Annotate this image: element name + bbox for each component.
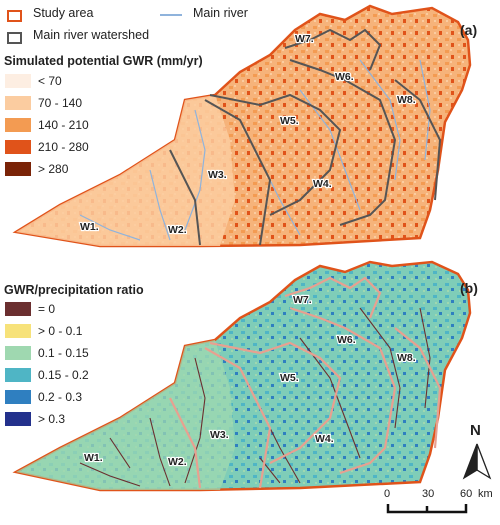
ratio-label-5: 0.2 - 0.3 [38, 390, 83, 404]
study-area-label: Study area [33, 6, 94, 20]
w8-label-b: W8. [397, 352, 416, 364]
ratio-swatch-5 [5, 390, 31, 404]
gwr-swatch-2 [5, 96, 31, 110]
watersheds-a [169, 28, 442, 246]
scale-tick-60: 60 [460, 488, 473, 500]
w8-label-a: W8. [397, 94, 416, 106]
main-river-label: Main river [193, 6, 248, 20]
north-arrow-icon [462, 443, 492, 480]
gwr-label-3: 140 - 210 [38, 118, 89, 132]
watershed-swatch [7, 32, 22, 44]
w4-label-a: W4. [313, 178, 332, 190]
scale-tick-0: 0 [384, 488, 391, 500]
w6-label-b: W6. [337, 334, 356, 346]
gwr-swatch-5 [5, 162, 31, 176]
watershed-label: Main river watershed [33, 28, 150, 42]
ratio-label-2: > 0 - 0.1 [38, 324, 83, 338]
w1-label-b: W1. [84, 452, 103, 464]
gwr-label-4: 210 - 280 [38, 140, 89, 154]
w4-label-b: W4. [315, 433, 334, 445]
scale-bar: 0 30 60 km [382, 488, 498, 518]
study-area-swatch [7, 10, 22, 22]
w3-label-b: W3. [210, 429, 229, 441]
ratio-label-6: > 0.3 [38, 412, 66, 426]
panel-a-map: W1. W2. W3. W4. W5. W6. W7. W8. [12, 4, 472, 248]
panel-b-map: W1. W2. W3. W4. W5. W6. W7. W8. [12, 260, 472, 492]
north-letter: N [470, 422, 481, 439]
scale-bar-graphic [386, 504, 468, 514]
ratio-label-4: 0.15 - 0.2 [38, 368, 89, 382]
ratio-swatch-2 [5, 324, 31, 338]
west-zone-b [16, 340, 235, 490]
north-arrow: N [462, 422, 492, 482]
west-zone-a [16, 95, 235, 246]
w7-label-a: W7. [295, 33, 314, 45]
w5-label-a: W5. [280, 115, 299, 127]
w1-label-a: W1. [80, 221, 99, 233]
w6-label-a: W6. [335, 71, 354, 83]
gwr-label-1: < 70 [38, 74, 62, 88]
ratio-swatch-3 [5, 346, 31, 360]
ratio-swatch-6 [5, 412, 31, 426]
panel-a-legend-title: Simulated potential GWR (mm/yr) [4, 54, 203, 68]
w2-label-b: W2. [168, 456, 187, 468]
scale-tick-30: 30 [422, 488, 435, 500]
watersheds-b [169, 276, 442, 489]
gwr-swatch-4 [5, 140, 31, 154]
w2-label-a: W2. [168, 224, 187, 236]
ratio-label-3: 0.1 - 0.15 [38, 346, 89, 360]
ratio-swatch-4 [5, 368, 31, 382]
main-river-swatch [160, 14, 182, 16]
w5-label-b: W5. [280, 372, 299, 384]
gwr-label-5: > 280 [38, 162, 69, 176]
gwr-swatch-1 [5, 74, 31, 88]
panel-b-tag: (b) [460, 280, 478, 296]
w7-label-b: W7. [293, 294, 312, 306]
panel-b-legend-title: GWR/precipitation ratio [4, 283, 144, 297]
gwr-swatch-3 [5, 118, 31, 132]
panel-a-tag: (a) [460, 22, 478, 38]
scale-unit: km [478, 488, 493, 500]
ratio-label-1: = 0 [38, 302, 56, 316]
w3-label-a: W3. [208, 169, 227, 181]
ratio-swatch-1 [5, 302, 31, 316]
gwr-label-2: 70 - 140 [38, 96, 83, 110]
